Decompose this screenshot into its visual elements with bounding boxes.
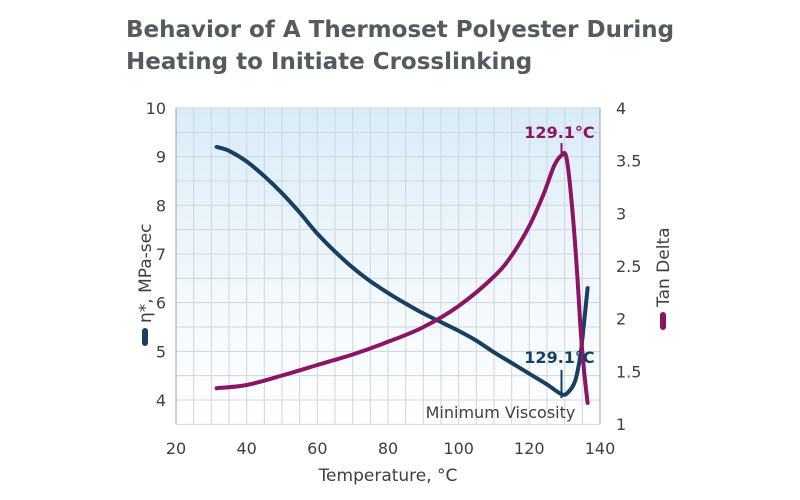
- series-lines: [214, 144, 590, 405]
- tan-delta-line: [214, 150, 590, 405]
- right-tick-label: 3: [616, 204, 626, 223]
- x-tick-labels: 20 40 60 80 100 120 140: [166, 439, 615, 458]
- left-tick-label: 6: [156, 294, 166, 313]
- right-tick-label: 1.5: [616, 362, 641, 381]
- right-axis-title-group: Tan Delta: [654, 227, 674, 330]
- x-tick-label: 40: [236, 439, 256, 458]
- right-tick-label: 2.5: [616, 257, 641, 276]
- x-tick-label: 20: [166, 439, 186, 458]
- left-tick-label: 5: [156, 342, 166, 361]
- right-tick-label: 1: [616, 415, 626, 434]
- chart-title-line-2: Heating to Initiate Crosslinking: [126, 49, 533, 75]
- chart-title: Behavior of A Thermoset Polyester During…: [126, 14, 686, 78]
- left-tick-labels: 4 5 6 7 8 9 10: [146, 99, 166, 410]
- right-tick-label: 4: [616, 99, 626, 118]
- left-tick-label: 4: [156, 391, 166, 410]
- left-tick-label: 8: [156, 196, 166, 215]
- visc-min-caption: Minimum Viscosity: [426, 403, 576, 422]
- left-axis-title-group: η*, MPa-sec: [136, 224, 156, 346]
- chart-title-line-1: Behavior of A Thermoset Polyester During: [126, 17, 675, 43]
- x-tick-label: 140: [585, 439, 616, 458]
- x-tick-label: 120: [514, 439, 545, 458]
- visc-min-label: 129.1°C: [524, 348, 594, 367]
- right-axis-title: Tan Delta: [654, 227, 674, 308]
- tan-peak-label: 129.1°C: [524, 123, 594, 142]
- x-tick-label: 100: [443, 439, 474, 458]
- left-tick-label: 7: [156, 245, 166, 264]
- x-axis-title: Temperature, °C: [318, 466, 458, 486]
- right-tick-labels: 1 1.5 2 2.5 3 3.5 4: [616, 99, 641, 434]
- viscosity-line: [214, 144, 590, 397]
- x-tick-label: 60: [307, 439, 327, 458]
- right-tick-label: 3.5: [616, 152, 641, 171]
- right-tick-label: 2: [616, 310, 626, 329]
- annotations: 129.1°C 129.1°C Minimum Viscosity: [426, 123, 595, 422]
- left-tick-label: 9: [156, 148, 166, 167]
- left-tick-label: 10: [146, 99, 166, 118]
- left-axis-title: η*, MPa-sec: [136, 224, 156, 323]
- grid: [175, 107, 601, 425]
- x-tick-label: 80: [378, 439, 398, 458]
